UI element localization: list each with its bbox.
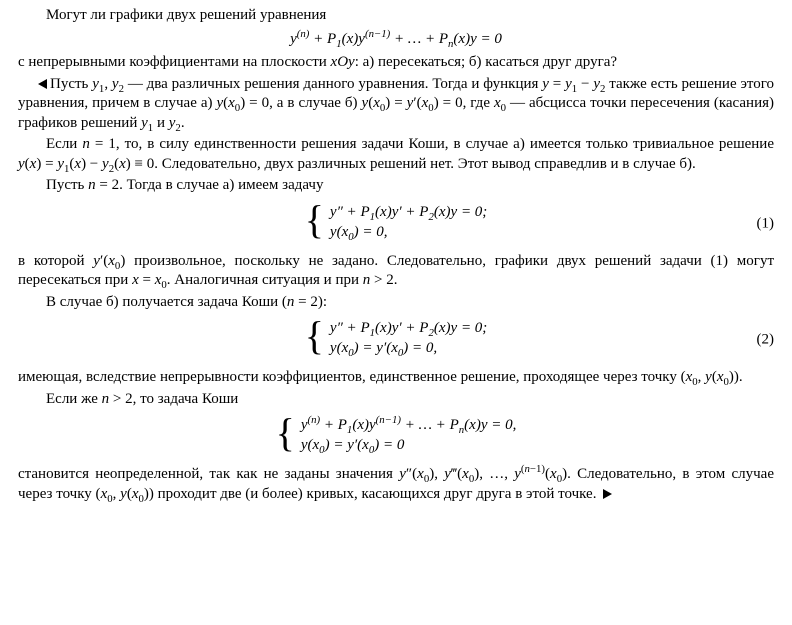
eq-number-1: (1) bbox=[757, 214, 775, 234]
triangle-start-icon bbox=[38, 79, 47, 89]
sys1-line1: y″ + P1(x)y′ + P2(x)y = 0; bbox=[330, 202, 487, 222]
proof-p1: Пусть y1, y2 — два различных решения дан… bbox=[18, 75, 774, 134]
sys2-line1: y″ + P1(x)y′ + P2(x)y = 0; bbox=[330, 318, 487, 338]
proof-p3: Пусть n = 2. Тогда в случае а) имеем зад… bbox=[18, 176, 774, 196]
equation-main: y(n) + P1(x)y(n−1) + … + Pn(x)y = 0 bbox=[18, 30, 774, 50]
triangle-end-icon bbox=[603, 489, 612, 499]
brace-icon: { bbox=[305, 316, 324, 356]
eq-number-2: (2) bbox=[757, 330, 775, 350]
proof-p4: в которой y′(x0) произвольное, поскольку… bbox=[18, 252, 774, 291]
proof-p6: имеющая, вследствие непрерывности коэффи… bbox=[18, 368, 774, 388]
system-3: { y(n) + P1(x)y(n−1) + … + Pn(x)y = 0, y… bbox=[18, 415, 774, 459]
question-line1: Могут ли графики двух решений уравнения bbox=[18, 6, 774, 26]
proof-p8: становится неопределенной, так как не за… bbox=[18, 465, 774, 504]
proof-p5: В случае б) получается задача Коши (n = … bbox=[18, 293, 774, 313]
sys3-line1: y(n) + P1(x)y(n−1) + … + Pn(x)y = 0, bbox=[301, 415, 517, 435]
system-1: { y″ + P1(x)y′ + P2(x)y = 0; y(x0) = 0, … bbox=[18, 202, 774, 246]
question-line2: с непрерывными коэффициентами на плоскос… bbox=[18, 53, 774, 73]
proof-p2: Если n = 1, то, в силу единственности ре… bbox=[18, 135, 774, 174]
math-solution-page: Могут ли графики двух решений уравнения … bbox=[0, 0, 792, 518]
brace-icon: { bbox=[305, 200, 324, 240]
system-2: { y″ + P1(x)y′ + P2(x)y = 0; y(x0) = y′(… bbox=[18, 318, 774, 362]
sys2-line2: y(x0) = y′(x0) = 0, bbox=[330, 338, 487, 358]
proof-p7: Если же n > 2, то задача Коши bbox=[18, 390, 774, 410]
sys3-line2: y(x0) = y′(x0) = 0 bbox=[301, 435, 517, 455]
sys1-line2: y(x0) = 0, bbox=[330, 222, 487, 242]
brace-icon: { bbox=[276, 413, 295, 453]
